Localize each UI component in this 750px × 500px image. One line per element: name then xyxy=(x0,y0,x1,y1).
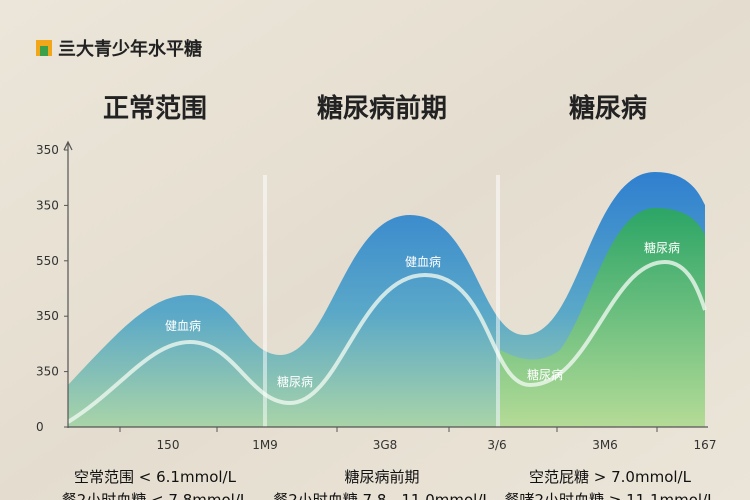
y-label: 350 xyxy=(36,365,59,379)
x-label: 3G8 xyxy=(373,438,398,452)
x-label: 1M9 xyxy=(252,438,278,452)
line-label: 糖尿病 xyxy=(277,374,313,389)
y-label: 350 xyxy=(36,309,59,323)
y-label: 350 xyxy=(36,143,59,157)
note-secondary: 餐哮2小时血糖 ≥ 11.1mmol/L xyxy=(504,491,716,500)
wave-line xyxy=(66,259,707,424)
brand: 亖大青少年水平糖 xyxy=(58,38,202,60)
wave-label: 健血病 xyxy=(165,318,201,333)
x-label: 167 xyxy=(694,438,717,452)
section-title: 正常范围 xyxy=(103,94,207,124)
wave-label: 健血病 xyxy=(405,254,441,269)
y-label: 550 xyxy=(36,254,59,268)
y-axis-arrow xyxy=(63,140,73,151)
x-label: 3M6 xyxy=(592,438,618,452)
section-title: 糖尿病前期 xyxy=(317,93,447,124)
y-label: 0 xyxy=(36,420,44,434)
wave-label: 糖尿病 xyxy=(644,240,680,255)
note-secondary: 餐2小时血糖 7.8 - 11.0mmol/L xyxy=(273,491,491,500)
logo-part xyxy=(40,46,48,56)
note: 空常范围 < 6.1mmol/L xyxy=(74,468,237,486)
y-label: 350 xyxy=(36,198,59,212)
note: 糖尿病前期 xyxy=(344,468,419,486)
x-label: 150 xyxy=(157,438,180,452)
line-label: 糖尿病 xyxy=(527,367,563,382)
note: 空范屁糖 > 7.0mmol/L xyxy=(529,468,692,486)
note-secondary: 餐2小时血糖 < 7.8mmol/L xyxy=(62,491,249,500)
x-label: 3/6 xyxy=(487,438,506,452)
section-title: 糖尿病 xyxy=(569,93,647,124)
